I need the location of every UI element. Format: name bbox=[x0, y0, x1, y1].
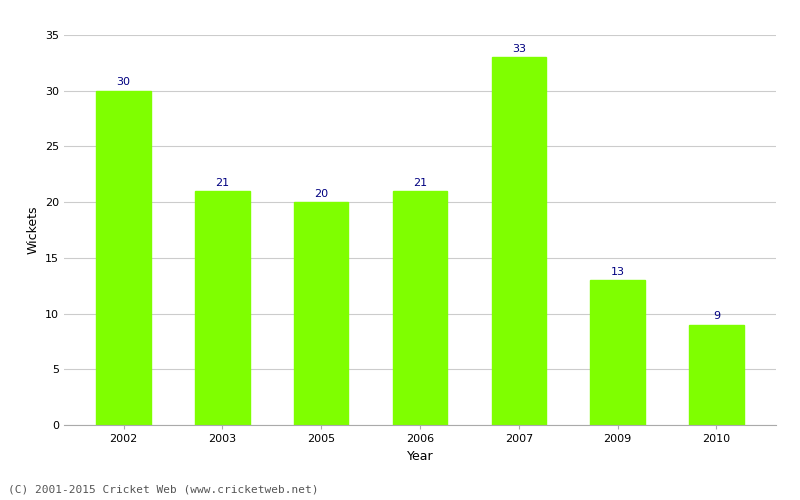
Text: 30: 30 bbox=[117, 78, 130, 88]
Bar bbox=[690, 324, 744, 425]
Bar bbox=[590, 280, 645, 425]
Bar bbox=[393, 191, 447, 425]
Bar bbox=[195, 191, 250, 425]
Text: 21: 21 bbox=[215, 178, 230, 188]
Text: 9: 9 bbox=[713, 312, 720, 322]
Text: 20: 20 bbox=[314, 189, 328, 199]
Bar bbox=[492, 58, 546, 425]
Text: (C) 2001-2015 Cricket Web (www.cricketweb.net): (C) 2001-2015 Cricket Web (www.cricketwe… bbox=[8, 485, 318, 495]
Text: 21: 21 bbox=[413, 178, 427, 188]
Bar bbox=[96, 90, 150, 425]
Text: 33: 33 bbox=[512, 44, 526, 54]
Text: 13: 13 bbox=[610, 267, 625, 277]
X-axis label: Year: Year bbox=[406, 450, 434, 462]
Bar bbox=[294, 202, 348, 425]
Y-axis label: Wickets: Wickets bbox=[26, 206, 39, 254]
